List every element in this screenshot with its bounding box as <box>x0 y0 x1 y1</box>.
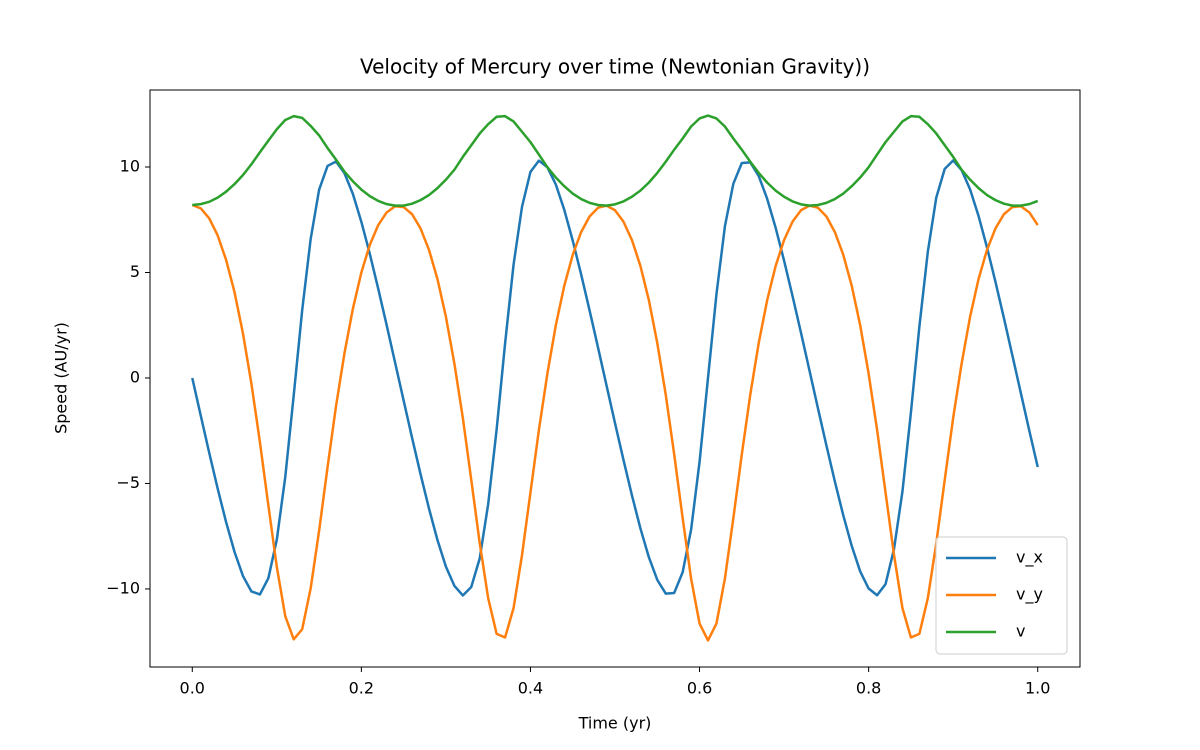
x-tick-label: 0.2 <box>349 679 374 698</box>
legend-box <box>935 536 1068 655</box>
chart-title: Velocity of Mercury over time (Newtonian… <box>360 55 870 79</box>
x-tick-label: 0.4 <box>518 679 543 698</box>
x-tick-label: 0.6 <box>687 679 712 698</box>
legend-label: v_x <box>1016 548 1043 568</box>
legend-label: v_y <box>1016 585 1043 605</box>
y-tick-label: 5 <box>130 262 140 281</box>
y-tick-label: 10 <box>120 157 140 176</box>
y-tick-label: −5 <box>116 473 140 492</box>
x-tick-label: 1.0 <box>1025 679 1050 698</box>
series-line <box>192 114 1039 207</box>
y-tick-label: −10 <box>106 578 140 597</box>
series-line <box>191 203 1039 642</box>
x-axis-label: Time (yr) <box>578 714 652 733</box>
legend-label: v <box>1016 622 1025 641</box>
x-tick-label: 0.0 <box>180 679 205 698</box>
series-line <box>191 159 1039 597</box>
y-axis-label: Speed (AU/yr) <box>52 322 71 434</box>
plot-frame <box>149 89 1081 668</box>
y-tick-label: 0 <box>130 367 140 386</box>
x-tick-label: 0.8 <box>856 679 881 698</box>
